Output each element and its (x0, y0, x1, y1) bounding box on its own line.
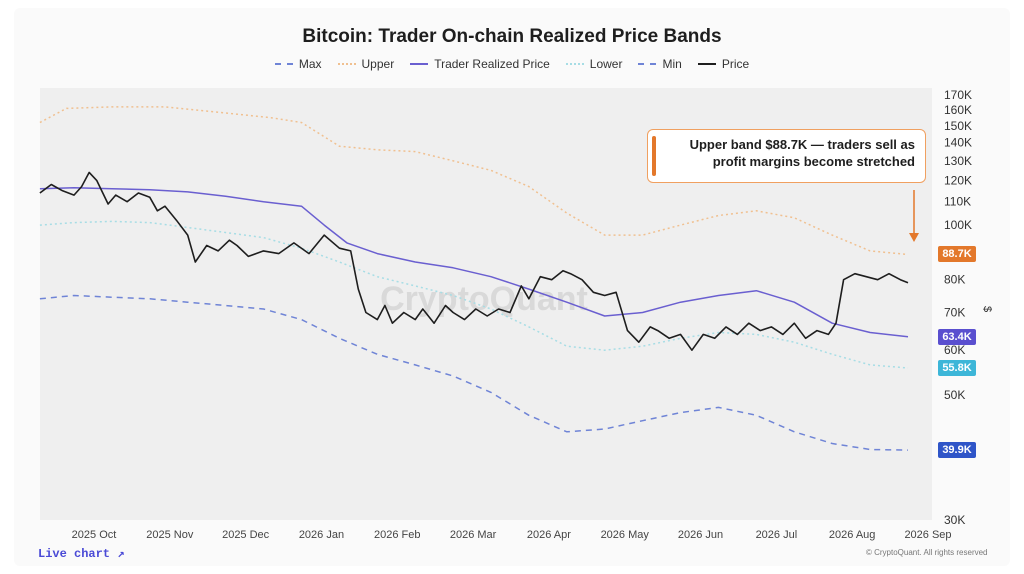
legend-item: Lower (565, 57, 623, 71)
watermark: CryptoQuant (380, 280, 588, 318)
y-tick-label: 100K (944, 218, 972, 232)
y-tick-label: 80K (944, 273, 965, 287)
callout-arrow-head (909, 233, 919, 242)
legend-swatch (697, 63, 716, 65)
legend-label: Lower (589, 57, 623, 71)
legend-swatch (410, 63, 429, 65)
y-tick-label: 160K (944, 103, 972, 117)
x-tick-label: 2026 Mar (450, 529, 497, 541)
x-tick-label: 2025 Nov (146, 529, 194, 541)
legend-item: Price (697, 57, 750, 71)
x-tick-label: 2026 Jul (756, 529, 798, 541)
series-line-min (39, 294, 909, 451)
y-tick-label: 110K (944, 195, 971, 209)
legend-item: Min (638, 57, 682, 71)
y-tick-label: 150K (944, 119, 972, 133)
value-badge: 55.8K (938, 359, 976, 376)
legend-label: Min (662, 57, 682, 71)
x-tick-label: 2025 Dec (222, 529, 270, 541)
y-tick-label: 170K (944, 88, 972, 102)
legend-label: Upper (361, 57, 395, 71)
value-badge: 39.9K (938, 442, 976, 459)
series-line-price (39, 171, 909, 352)
legend-swatch (565, 63, 584, 65)
x-tick-label: 2026 Sep (904, 529, 951, 541)
legend-item: Max (274, 57, 322, 71)
y-tick-label: 130K (944, 154, 972, 168)
y-tick-label: 30K (944, 513, 965, 527)
legend-label: Price (721, 57, 750, 71)
legend-label: Trader Realized Price (434, 57, 550, 71)
annotation-callout: Upper band $88.7K — traders sell as prof… (647, 129, 926, 183)
y-tick-label: 70K (944, 305, 965, 319)
legend-swatch (274, 63, 293, 65)
x-tick-label: 2026 Apr (527, 529, 571, 541)
live-chart-link[interactable]: Live chart ↗ (38, 547, 125, 561)
x-tick-label: 2026 Jan (299, 529, 344, 541)
x-tick-label: 2026 Aug (829, 529, 876, 541)
callout-accent-bar (652, 136, 656, 176)
legend-swatch (638, 63, 657, 65)
x-tick-label: 2026 May (601, 529, 650, 541)
value-badge: 63.4K (938, 328, 976, 345)
copyright-text: © CryptoQuant. All rights reserved (866, 548, 988, 557)
x-tick-label: 2026 Jun (678, 529, 723, 541)
legend-item: Trader Realized Price (410, 57, 550, 71)
x-tick-label: 2026 Feb (374, 529, 420, 541)
value-badge: 88.7K (938, 246, 976, 263)
callout-line-1: Upper band $88.7K — traders sell as (689, 137, 915, 152)
y-tick-label: 140K (944, 136, 972, 150)
series-line-trader-realized-price (39, 186, 909, 338)
y-tick-label: 120K (944, 173, 972, 187)
y-axis-currency-symbol: $ (981, 306, 993, 312)
legend-swatch (337, 63, 356, 65)
y-tick-label: 60K (944, 343, 965, 357)
legend-item: Upper (337, 57, 395, 71)
x-tick-label: 2025 Oct (72, 529, 117, 541)
y-tick-label: 50K (944, 388, 965, 402)
legend-label: Max (298, 57, 322, 71)
chart-title: Bitcoin: Trader On-chain Realized Price … (302, 26, 722, 47)
chart-legend: Max Upper Trader Realized Price Lower Min Pri… (0, 57, 1024, 71)
callout-line-2: profit margins become stretched (712, 154, 915, 169)
